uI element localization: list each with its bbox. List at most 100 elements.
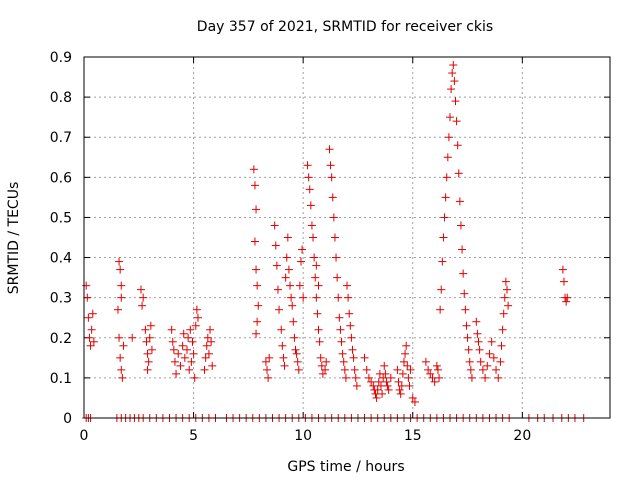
data-point — [329, 213, 338, 222]
data-point — [200, 365, 209, 374]
data-point — [349, 353, 358, 362]
data-point — [397, 381, 406, 390]
data-point — [312, 261, 321, 270]
data-point — [264, 373, 273, 382]
data-point — [207, 337, 216, 346]
y-tick-label: 0.1 — [50, 371, 72, 387]
data-point — [500, 293, 509, 302]
data-point — [443, 153, 452, 162]
data-point — [252, 205, 261, 214]
axis-ticks: 0 0.1 0.2 0.3 0.4 0.5 0.6 0.7 0.8 0.9 0 5 10 15 20 — [50, 50, 610, 444]
data-point — [346, 321, 355, 330]
data-point — [352, 381, 361, 390]
data-point — [341, 373, 350, 382]
data-point — [293, 357, 302, 366]
data-point — [348, 345, 357, 354]
data-point — [318, 369, 327, 378]
data-point — [206, 325, 215, 334]
data-point — [454, 169, 463, 178]
data-point — [393, 365, 402, 374]
data-point — [494, 373, 503, 382]
y-tick-label: 0.7 — [50, 130, 72, 146]
data-point — [283, 233, 292, 242]
data-point — [89, 337, 98, 346]
data-points — [82, 61, 588, 422]
data-point — [496, 357, 505, 366]
data-point — [271, 241, 280, 250]
data-point — [452, 117, 461, 126]
data-point — [136, 285, 145, 294]
data-point — [314, 281, 323, 290]
y-tick-label: 0.4 — [50, 251, 72, 267]
data-point — [178, 341, 187, 350]
data-point — [142, 337, 151, 346]
data-point — [459, 269, 468, 278]
data-point — [82, 281, 91, 290]
data-point — [172, 369, 181, 378]
data-point — [441, 193, 450, 202]
data-point — [347, 333, 356, 342]
data-point — [448, 69, 457, 78]
data-point — [186, 325, 195, 334]
data-point — [185, 365, 194, 374]
data-point — [139, 293, 148, 302]
data-point — [406, 365, 415, 374]
data-point — [307, 221, 316, 230]
data-point — [374, 377, 383, 386]
data-point — [275, 305, 284, 314]
data-point — [360, 353, 369, 362]
data-point — [473, 329, 482, 338]
data-point — [284, 265, 293, 274]
data-point — [405, 381, 414, 390]
data-point — [88, 309, 97, 318]
data-point — [290, 333, 299, 342]
data-point — [351, 373, 360, 382]
data-point — [287, 293, 296, 302]
data-point — [286, 281, 295, 290]
data-point — [282, 253, 291, 262]
data-point — [499, 309, 508, 318]
y-tick-label: 0.9 — [50, 50, 72, 66]
data-point — [472, 317, 481, 326]
x-axis-title: GPS time / hours — [287, 459, 404, 475]
data-point — [167, 325, 176, 334]
data-point — [250, 237, 259, 246]
data-point — [321, 365, 330, 374]
x-tick-label: 15 — [404, 428, 422, 444]
data-point — [340, 365, 349, 374]
data-point — [254, 301, 263, 310]
data-point — [404, 373, 413, 382]
data-point — [208, 361, 217, 370]
data-point — [294, 365, 303, 374]
data-point — [460, 289, 469, 298]
data-point — [315, 337, 324, 346]
data-point — [303, 161, 312, 170]
data-point — [381, 369, 390, 378]
data-point — [116, 265, 125, 274]
data-point — [339, 357, 348, 366]
data-point — [487, 337, 496, 346]
data-point — [117, 281, 126, 290]
data-point — [382, 377, 391, 386]
data-point — [249, 165, 258, 174]
data-point — [465, 357, 474, 366]
data-point — [84, 313, 93, 322]
data-point — [299, 293, 308, 302]
data-point — [483, 361, 492, 370]
data-point — [188, 337, 197, 346]
data-point — [435, 373, 444, 382]
data-point — [174, 349, 183, 358]
data-point — [330, 233, 339, 242]
data-point — [143, 365, 152, 374]
data-point — [289, 317, 298, 326]
data-point — [296, 257, 305, 266]
data-point — [252, 265, 261, 274]
data-point — [291, 345, 300, 354]
data-point — [338, 349, 347, 358]
data-point — [278, 341, 287, 350]
data-point — [292, 349, 301, 358]
data-point — [464, 345, 473, 354]
data-point — [562, 297, 571, 306]
data-point — [180, 353, 189, 362]
data-point — [337, 337, 346, 346]
